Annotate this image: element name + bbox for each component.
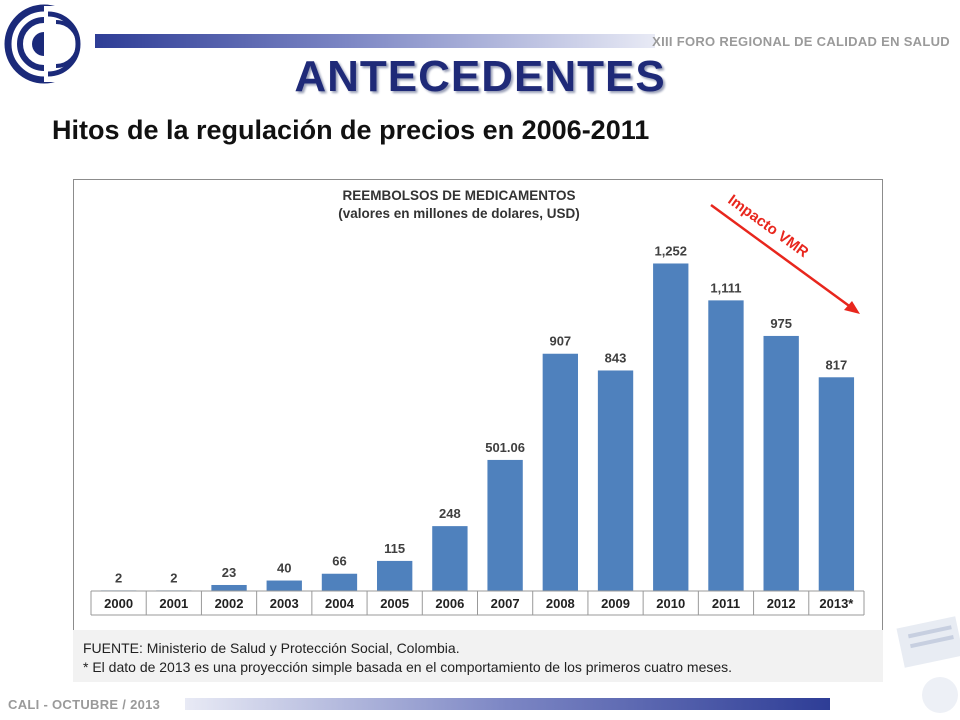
x-tick-label: 2004 [325,596,355,611]
annotation-arrow-line [710,203,853,310]
bar-chart: REEMBOLSOS DE MEDICAMENTOS (valores en m… [90,188,865,616]
bar [266,580,302,591]
bar [542,353,578,591]
x-tick-label: 2010 [656,596,685,611]
x-tick-label: 2007 [491,596,520,611]
chart-frame: REEMBOLSOS DE MEDICAMENTOS (valores en m… [73,179,883,631]
x-tick-label: 2002 [215,596,244,611]
data-label: 1,111 [710,280,741,295]
x-tick-label: 2008 [546,596,575,611]
x-tick-label: 2003 [270,596,299,611]
data-label: 2 [170,570,177,585]
data-label: 66 [332,554,346,569]
data-label: 40 [277,561,291,576]
data-label: 843 [605,350,627,365]
x-tick-label: 2006 [435,596,464,611]
logo-icon [4,4,84,84]
annotation-label: Impacto VMR [725,191,812,261]
x-tick-label: 2011 [712,596,740,611]
x-tick-label: 2000 [104,596,133,611]
data-label: 1,252 [654,243,687,258]
bar [377,560,413,591]
bar [432,526,468,591]
decorative-image [896,616,960,713]
bar [321,573,358,591]
chart-source-note: FUENTE: Ministerio de Salud y Protección… [73,630,883,682]
data-label: 975 [770,316,792,331]
data-label: 817 [826,357,848,372]
page-title: ANTECEDENTES [294,52,666,101]
annotation-arrow-head [844,301,860,314]
footnote-line: * El dato de 2013 es una proyección simp… [83,659,733,675]
chart-title: REEMBOLSOS DE MEDICAMENTOS [342,188,575,203]
bar [763,335,799,591]
data-label: 23 [222,565,236,580]
x-tick-label: 2001 [159,596,188,611]
bar [211,584,247,591]
chart-subtitle: (valores en millones de dolares, USD) [338,206,580,221]
data-label: 248 [439,506,461,521]
event-title: XIII FORO REGIONAL DE CALIDAD EN SALUD [652,34,950,49]
header-bar [95,34,655,48]
data-label: 2 [115,570,122,585]
bar [653,263,689,591]
data-label: 907 [549,334,571,349]
data-label: 501.06 [485,440,525,455]
bar [818,377,855,591]
bar [708,300,744,591]
data-label: 115 [384,541,405,556]
x-tick-label: 2009 [601,596,630,611]
source-line: FUENTE: Ministerio de Salud y Protección… [83,640,460,656]
x-tick-label: 2013* [819,596,854,611]
slide-subtitle: Hitos de la regulación de precios en 200… [52,115,650,145]
bar [597,370,634,591]
x-tick-label: 2005 [380,596,409,611]
footer-bar [185,698,830,710]
x-tick-label: 2012 [767,596,796,611]
footer-text: CALI - OCTUBRE / 2013 [8,697,161,712]
bar [487,459,523,591]
